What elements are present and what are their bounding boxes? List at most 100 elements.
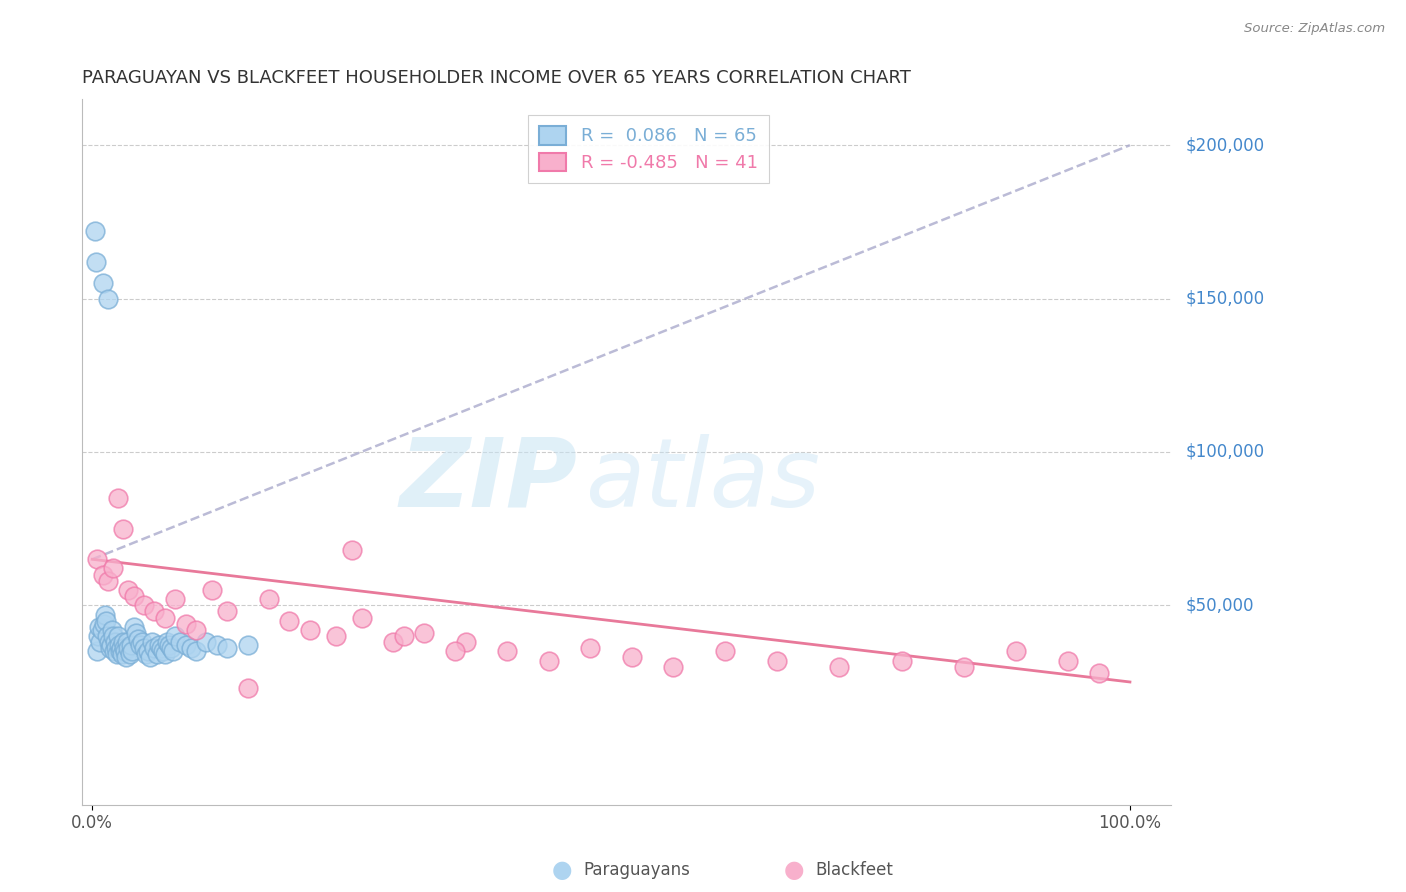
Point xyxy=(97,292,120,306)
Point xyxy=(714,644,737,658)
Point xyxy=(184,623,207,637)
Point xyxy=(195,635,218,649)
Point xyxy=(115,650,138,665)
Point xyxy=(86,254,108,268)
Point xyxy=(122,620,145,634)
Legend: R =  0.086   N = 65, R = -0.485   N = 41: R = 0.086 N = 65, R = -0.485 N = 41 xyxy=(529,115,769,183)
Point xyxy=(217,641,239,656)
Point xyxy=(236,681,259,695)
Text: ●: ● xyxy=(785,858,804,881)
Text: ●: ● xyxy=(553,858,572,881)
Point xyxy=(100,638,122,652)
Point xyxy=(153,648,176,662)
Point xyxy=(454,635,477,649)
Text: $200,000: $200,000 xyxy=(1185,136,1264,154)
Point xyxy=(444,644,467,658)
Point xyxy=(174,616,197,631)
Point xyxy=(169,635,191,649)
Point xyxy=(103,644,125,658)
Point xyxy=(97,574,120,588)
Point xyxy=(382,635,405,649)
Point xyxy=(104,635,127,649)
Point xyxy=(101,629,124,643)
Point xyxy=(105,641,128,656)
Point xyxy=(325,629,347,643)
Point xyxy=(93,607,115,622)
Point xyxy=(86,644,108,658)
Point xyxy=(143,641,166,656)
Point xyxy=(278,614,301,628)
Point xyxy=(89,635,111,649)
Point xyxy=(91,567,114,582)
Point xyxy=(1004,644,1026,658)
Point xyxy=(135,648,157,662)
Point xyxy=(174,638,197,652)
Point xyxy=(152,644,174,658)
Point xyxy=(132,599,155,613)
Point xyxy=(620,650,643,665)
Point xyxy=(1088,665,1111,680)
Point xyxy=(121,644,143,658)
Point xyxy=(413,626,436,640)
Point xyxy=(112,522,135,536)
Point xyxy=(149,641,172,656)
Point xyxy=(148,638,170,652)
Point xyxy=(217,604,239,618)
Point xyxy=(131,635,153,649)
Point xyxy=(143,604,166,618)
Point xyxy=(299,623,322,637)
Point xyxy=(165,629,187,643)
Text: atlas: atlas xyxy=(585,434,820,526)
Point xyxy=(828,659,851,673)
Point xyxy=(89,620,111,634)
Point xyxy=(90,623,112,637)
Text: $150,000: $150,000 xyxy=(1185,290,1264,308)
Text: ZIP: ZIP xyxy=(399,434,578,526)
Point xyxy=(84,224,107,238)
Point xyxy=(184,644,207,658)
Point xyxy=(392,629,415,643)
Point xyxy=(108,644,131,658)
Point xyxy=(496,644,519,658)
Point xyxy=(257,592,280,607)
Point xyxy=(153,610,176,624)
Point xyxy=(662,659,685,673)
Point xyxy=(145,648,167,662)
Point xyxy=(105,648,128,662)
Point xyxy=(125,626,148,640)
Text: $50,000: $50,000 xyxy=(1185,596,1254,615)
Point xyxy=(111,648,134,662)
Point xyxy=(110,641,132,656)
Point xyxy=(86,552,108,566)
Point xyxy=(340,543,363,558)
Point xyxy=(139,650,162,665)
Text: Paraguayans: Paraguayans xyxy=(583,861,690,879)
Point xyxy=(953,659,976,673)
Point xyxy=(766,653,789,667)
Point xyxy=(120,638,142,652)
Point xyxy=(93,616,115,631)
Text: $100,000: $100,000 xyxy=(1185,443,1264,461)
Point xyxy=(91,277,114,291)
Point xyxy=(162,644,184,658)
Point xyxy=(122,589,145,603)
Point xyxy=(129,638,152,652)
Text: Source: ZipAtlas.com: Source: ZipAtlas.com xyxy=(1244,22,1385,36)
Point xyxy=(112,641,135,656)
Text: PARAGUAYAN VS BLACKFEET HOUSEHOLDER INCOME OVER 65 YEARS CORRELATION CHART: PARAGUAYAN VS BLACKFEET HOUSEHOLDER INCO… xyxy=(82,69,911,87)
Point xyxy=(118,648,141,662)
Point xyxy=(96,629,118,643)
Point xyxy=(117,582,139,597)
Point xyxy=(537,653,560,667)
Point xyxy=(101,561,124,575)
Point xyxy=(114,644,136,658)
Point xyxy=(579,641,602,656)
Point xyxy=(108,638,131,652)
Point xyxy=(87,629,110,643)
Point xyxy=(200,582,222,597)
Point xyxy=(1056,653,1078,667)
Point xyxy=(165,592,187,607)
Point xyxy=(101,623,124,637)
Point xyxy=(98,641,121,656)
Point xyxy=(107,491,129,505)
